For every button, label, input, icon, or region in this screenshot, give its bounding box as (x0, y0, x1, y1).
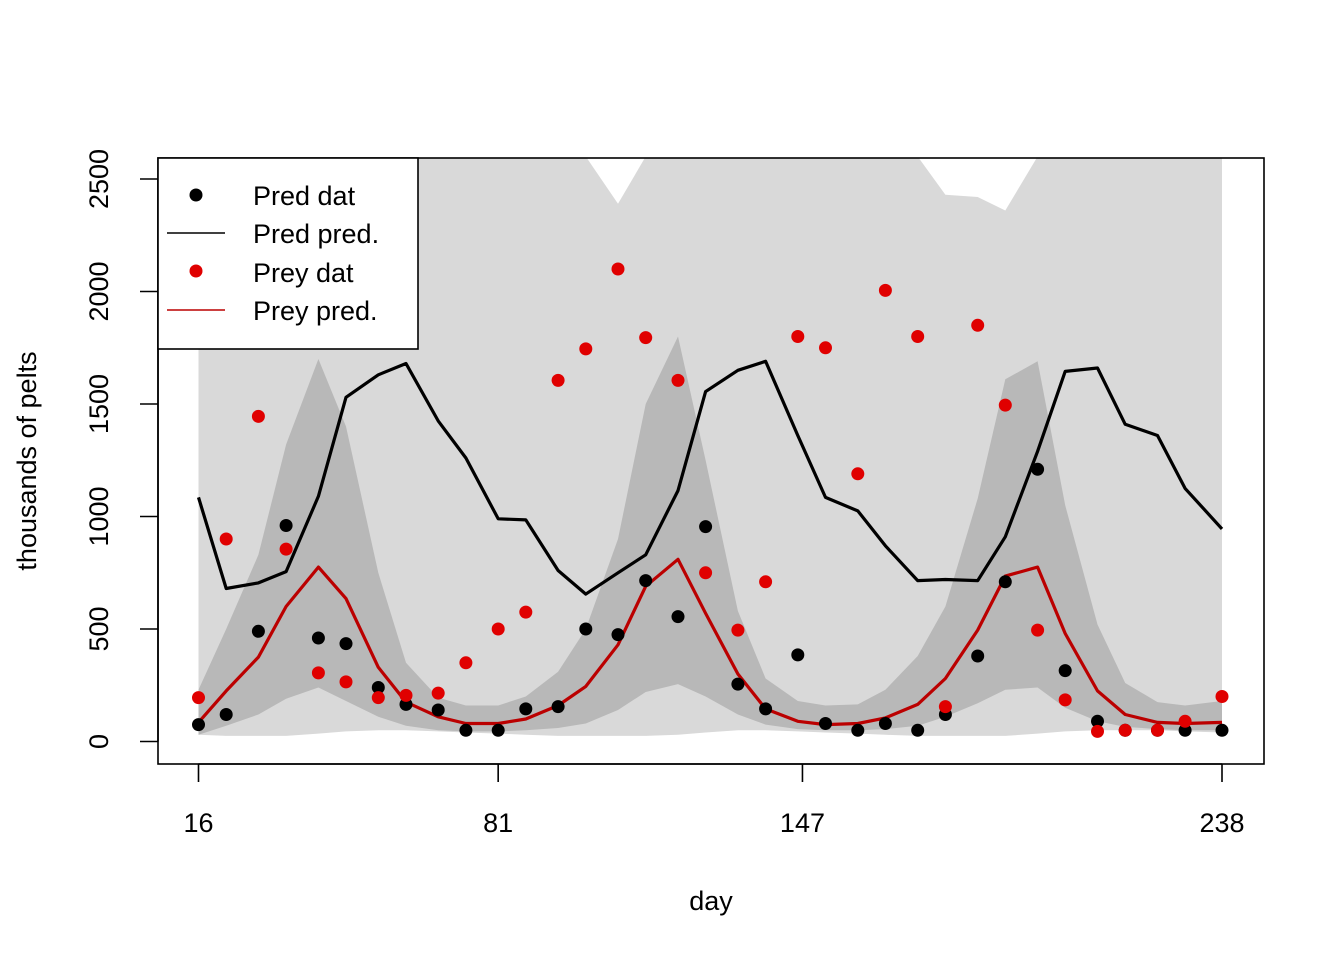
point-prey-dat (671, 373, 685, 387)
legend-label-pred-dat: Pred dat (253, 181, 356, 211)
point-pred-dat (639, 574, 653, 588)
point-prey-dat (311, 666, 325, 680)
point-pred-dat (551, 700, 565, 714)
x-tick-label: 238 (1199, 808, 1244, 838)
point-prey-dat (339, 675, 353, 689)
point-pred-dat (311, 631, 325, 645)
legend-label-prey-dat: Prey dat (253, 258, 354, 288)
point-prey-dat (611, 262, 625, 276)
point-pred-dat (339, 637, 353, 651)
point-prey-dat (399, 688, 413, 702)
point-prey-dat (759, 575, 773, 589)
point-prey-dat (699, 566, 713, 580)
point-pred-dat (459, 723, 473, 737)
legend-swatch-prey-dat (189, 264, 203, 278)
point-prey-dat (819, 341, 832, 355)
point-prey-dat (1151, 723, 1164, 737)
y-tick-label: 2000 (84, 261, 114, 321)
legend-label-prey-pred: Prey pred. (253, 296, 378, 326)
point-prey-dat (1215, 690, 1229, 703)
point-prey-dat (579, 342, 593, 356)
point-pred-dat (671, 610, 685, 624)
point-prey-dat (938, 700, 952, 714)
point-prey-dat (851, 467, 865, 481)
legend-label-pred-pred: Pred pred. (253, 219, 379, 249)
band-inner (198, 336, 1222, 735)
point-prey-dat (219, 532, 233, 546)
point-pred-dat (219, 708, 233, 721)
point-pred-dat (878, 717, 892, 730)
point-pred-dat (998, 575, 1012, 589)
point-pred-dat (1215, 723, 1229, 737)
point-pred-dat (519, 702, 533, 716)
point-pred-dat (399, 697, 413, 711)
point-pred-dat (911, 723, 925, 737)
point-prey-dat (1031, 623, 1045, 637)
series-line-prey-pred (197, 557, 1223, 727)
point-prey-dat (1058, 693, 1072, 707)
point-prey-dat (971, 318, 985, 332)
legend-box (157, 157, 419, 350)
point-prey-dat (371, 691, 385, 705)
point-pred-dat (731, 677, 745, 691)
x-axis-title: day (689, 886, 733, 916)
confidence-bands (198, 158, 1222, 736)
y-axis: 0 500 1000 1500 2000 2500 (84, 149, 159, 749)
point-prey-dat (791, 330, 805, 343)
point-pred-dat (759, 702, 773, 716)
point-prey-dat (251, 409, 265, 423)
x-tick-label: 81 (483, 808, 513, 838)
y-tick-label: 2500 (84, 149, 114, 209)
x-axis: 16 81 147 238 (183, 763, 1245, 838)
point-pred-dat (851, 723, 865, 737)
point-prey-dat (459, 656, 473, 670)
point-prey-dat (551, 373, 565, 387)
series-line-pred-pred (196, 359, 1224, 596)
point-prey-dat (1091, 724, 1104, 738)
point-prey-dat (1178, 714, 1192, 728)
point-prey-dat (431, 686, 445, 700)
point-pred-dat (1031, 462, 1045, 476)
point-pred-dat (1091, 714, 1104, 728)
x-tick-label: 147 (780, 808, 825, 838)
y-tick-label: 0 (84, 734, 114, 749)
point-pred-dat (1178, 723, 1192, 737)
legend-swatch-pred-dat (189, 188, 203, 202)
x-tick-label: 16 (183, 808, 213, 838)
legend: Pred dat Pred pred. Prey dat Prey pred. (157, 157, 419, 350)
point-pred-dat (279, 519, 293, 532)
point-pred-dat (579, 622, 593, 636)
point-pred-dat (611, 628, 625, 642)
point-prey-dat (279, 542, 293, 556)
point-prey-dat (1118, 723, 1132, 737)
point-pred-dat (491, 723, 505, 737)
point-pred-dat (971, 649, 985, 663)
point-pred-dat (192, 718, 205, 732)
point-prey-dat (878, 283, 892, 297)
point-prey-dat (192, 691, 205, 705)
point-pred-dat (791, 648, 805, 662)
point-prey-dat (731, 623, 745, 637)
point-pred-dat (431, 703, 445, 717)
point-pred-dat (251, 624, 265, 638)
point-pred-dat (699, 520, 713, 534)
series-layer (192, 262, 1229, 738)
point-prey-dat (998, 398, 1012, 412)
point-prey-dat (911, 330, 925, 343)
y-tick-label: 1500 (84, 374, 114, 434)
y-axis-title: thousands of pelts (12, 351, 42, 570)
point-pred-dat (1058, 664, 1072, 678)
point-pred-dat (819, 717, 832, 730)
y-tick-label: 500 (84, 606, 114, 651)
point-prey-dat (639, 331, 653, 345)
point-prey-dat (519, 605, 533, 619)
point-pred-dat (371, 681, 385, 694)
point-prey-dat (491, 622, 505, 636)
y-tick-label: 1000 (84, 486, 114, 546)
